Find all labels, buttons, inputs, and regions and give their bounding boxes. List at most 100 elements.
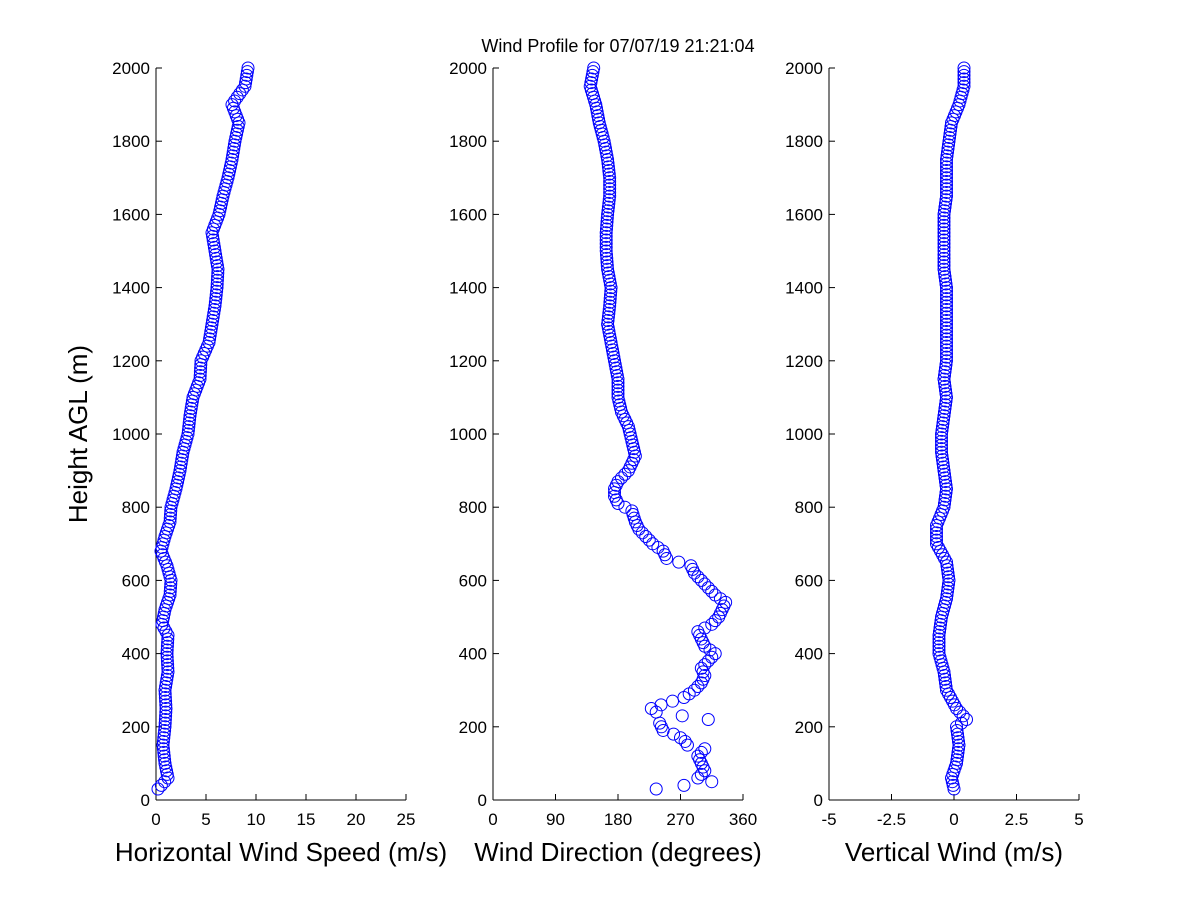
data-point <box>951 749 964 763</box>
data-point <box>942 134 956 148</box>
data-point <box>603 299 617 313</box>
data-point <box>951 745 965 759</box>
data-point <box>209 288 223 302</box>
data-point <box>603 185 617 199</box>
data-point <box>646 537 660 551</box>
data-point <box>210 281 224 295</box>
data-point <box>937 262 951 276</box>
data-point <box>938 551 951 565</box>
data-point <box>603 292 617 306</box>
data-point <box>602 306 616 320</box>
data-point <box>937 255 951 269</box>
data-point <box>601 200 615 214</box>
data-point <box>157 621 171 635</box>
data-point <box>940 555 953 569</box>
data-point <box>164 504 178 518</box>
data-point <box>601 314 615 328</box>
panel-vertical: 0 200 400 600 800 1000 1200 1400 1600 1800 2000 -5 -… <box>785 59 1084 867</box>
data-point <box>932 639 946 653</box>
data-point <box>206 310 220 324</box>
data-point <box>158 753 172 767</box>
data-point <box>206 314 220 328</box>
y-tick-label-vertical: 400 <box>795 645 823 664</box>
data-point <box>940 149 954 163</box>
data-point <box>161 658 175 672</box>
data-point <box>935 434 948 448</box>
data-point <box>204 321 218 335</box>
y-tick-label-direction: 1800 <box>449 132 487 151</box>
y-tick-label-direction: 2000 <box>449 59 487 78</box>
data-point <box>939 475 952 489</box>
data-point <box>952 738 966 752</box>
data-point <box>164 508 177 522</box>
data-point <box>938 493 952 507</box>
data-point <box>938 368 951 382</box>
data-point <box>708 614 722 628</box>
data-point <box>940 325 953 339</box>
data-point <box>939 383 952 397</box>
data-point <box>603 182 617 196</box>
data-point <box>600 218 614 232</box>
data-point <box>158 691 172 705</box>
data-point <box>677 778 691 792</box>
data-point <box>940 178 953 192</box>
data-point <box>938 376 951 390</box>
data-point <box>625 504 639 518</box>
data-point <box>160 647 174 661</box>
data-point <box>639 529 653 543</box>
data-point <box>675 709 689 723</box>
data-point <box>939 478 953 492</box>
data-point <box>940 354 953 368</box>
y-tick-label-speed: 0 <box>141 791 150 810</box>
data-point <box>642 533 656 547</box>
data-point <box>944 691 957 705</box>
data-point <box>160 643 174 657</box>
data-point <box>210 259 224 273</box>
data-point <box>602 167 616 181</box>
data-point <box>940 281 953 295</box>
data-point <box>940 292 953 306</box>
data-point <box>226 149 240 163</box>
data-point <box>228 94 242 108</box>
data-points-direction <box>583 61 733 796</box>
x-tick-label-speed: 15 <box>297 810 316 829</box>
data-point <box>939 196 952 210</box>
data-point <box>608 489 622 503</box>
data-point <box>193 372 207 386</box>
data-point <box>604 284 618 298</box>
data-point <box>932 540 945 554</box>
data-point <box>163 588 177 602</box>
data-point <box>611 475 625 489</box>
data-point <box>936 456 950 470</box>
data-point <box>694 745 708 759</box>
data-point <box>204 325 218 339</box>
data-point <box>937 244 951 258</box>
data-point <box>211 270 225 284</box>
data-point <box>942 570 955 584</box>
data-point <box>698 621 712 635</box>
data-point <box>932 643 946 657</box>
data-point <box>210 284 224 298</box>
data-point <box>930 529 943 543</box>
data-point <box>159 680 173 694</box>
data-point <box>937 409 951 423</box>
data-point <box>600 215 614 229</box>
x-tick-label-vertical: -2.5 <box>877 810 906 829</box>
data-point <box>935 442 948 456</box>
x-tick-label-vertical: 2.5 <box>1005 810 1029 829</box>
data-point <box>208 295 222 309</box>
data-point <box>937 222 951 236</box>
data-point <box>601 262 615 276</box>
y-tick-label-vertical: 1600 <box>785 205 823 224</box>
data-point <box>942 138 955 152</box>
data-point <box>635 526 649 540</box>
data-point <box>701 581 715 595</box>
y-tick-label-speed: 200 <box>122 718 150 737</box>
data-point <box>674 731 687 745</box>
data-point <box>935 431 948 445</box>
data-point <box>691 625 705 639</box>
data-point <box>933 621 947 635</box>
data-point <box>939 398 952 412</box>
data-point <box>937 464 951 478</box>
data-point <box>934 617 947 631</box>
